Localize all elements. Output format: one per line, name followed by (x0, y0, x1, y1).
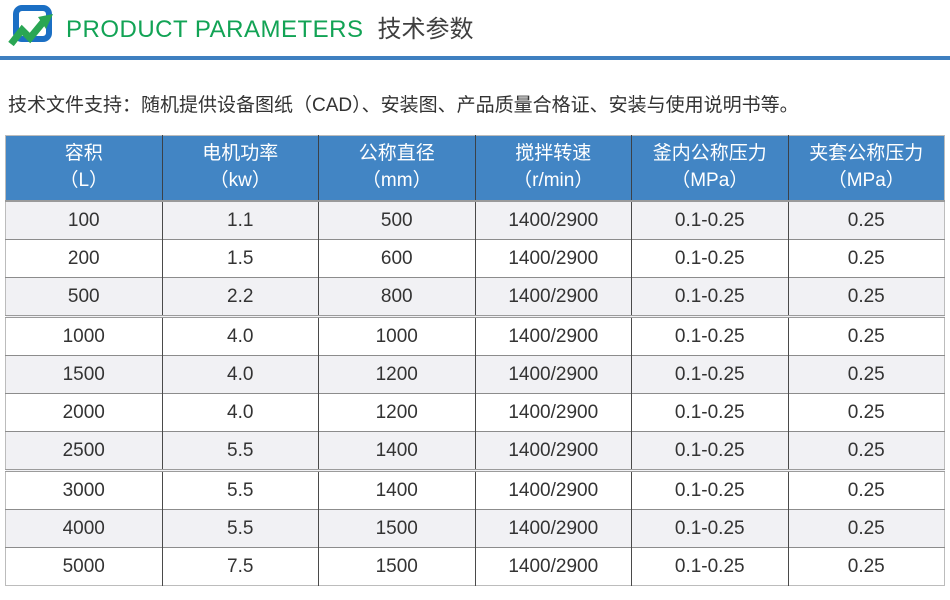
table-cell: 3000 (5, 469, 162, 510)
table-cell: 0.25 (787, 201, 945, 240)
table-row: 2500 5.5 1400 1400/2900 0.1-0.25 0.25 (5, 431, 945, 471)
table-cell: 4.0 (161, 355, 319, 394)
tech-support-note: 技术文件支持：随机提供设备图纸（CAD）、安装图、产品质量合格证、安装与使用说明… (8, 95, 799, 116)
table-cell: 0.25 (787, 547, 945, 586)
table-cell: 0.1-0.25 (631, 315, 788, 356)
table-cell: 200 (5, 239, 162, 278)
table-cell: 2.2 (161, 277, 319, 317)
column-header: 釜内公称压力 （MPa） (631, 135, 788, 202)
table-cell: 0.25 (787, 355, 945, 394)
table-cell: 500 (5, 277, 162, 317)
column-header: 电机功率 （kw） (161, 135, 319, 202)
table-cell: 5.5 (161, 431, 319, 471)
table-cell: 0.25 (787, 239, 945, 278)
table-cell: 4000 (5, 509, 162, 548)
column-header-unit: （r/min） (513, 170, 594, 191)
table-cell: 0.25 (787, 469, 945, 510)
table-cell: 1400/2900 (474, 277, 632, 317)
table-cell: 1.1 (161, 201, 319, 240)
column-header-unit: （L） (59, 170, 109, 191)
table-cell: 100 (5, 201, 162, 240)
table-cell: 0.1-0.25 (631, 201, 788, 240)
column-header-label: 公称直径 (358, 143, 435, 165)
table-cell: 0.1-0.25 (631, 239, 788, 278)
column-header-unit: （mm） (361, 170, 432, 191)
page-title: PRODUCT PARAMETERS 技术参数 (66, 9, 473, 44)
table-cell: 0.1-0.25 (631, 393, 788, 432)
table-cell: 1500 (5, 355, 162, 394)
table-cell: 0.25 (787, 431, 945, 471)
page-title-en: PRODUCT PARAMETERS (66, 15, 364, 43)
table-cell: 0.1-0.25 (631, 547, 788, 586)
table-row: 1500 4.0 1200 1400/2900 0.1-0.25 0.25 (5, 355, 945, 394)
table-cell: 1400/2900 (474, 509, 632, 548)
table-header-row: 容积 （L） 电机功率 （kw） 公称直径 （mm） 搅拌转速 （r/min） 釜内公称压力 （M… (5, 135, 945, 202)
table-cell: 1000 (318, 315, 475, 356)
table-cell: 1500 (318, 547, 475, 586)
table-cell: 1400/2900 (474, 201, 632, 240)
table-cell: 0.25 (787, 393, 945, 432)
column-header-unit: （kw） (209, 170, 271, 191)
table-cell: 1400/2900 (474, 315, 632, 356)
table-cell: 1400/2900 (474, 393, 632, 432)
table-row: 100 1.1 500 1400/2900 0.1-0.25 0.25 (5, 201, 945, 240)
table-cell: 0.1-0.25 (631, 277, 788, 317)
table-row: 4000 5.5 1500 1400/2900 0.1-0.25 0.25 (5, 509, 945, 548)
parameters-table: 容积 （L） 电机功率 （kw） 公称直径 （mm） 搅拌转速 （r/min） 釜内公称压力 （M… (5, 135, 945, 586)
table-cell: 4.0 (161, 315, 319, 356)
table-cell: 0.25 (787, 315, 945, 356)
column-header-label: 电机功率 (202, 143, 279, 165)
header-divider (0, 56, 950, 60)
column-header: 公称直径 （mm） (318, 135, 475, 202)
brand-logo-icon (8, 5, 53, 47)
table-cell: 800 (318, 277, 475, 317)
table-cell: 0.1-0.25 (631, 355, 788, 394)
table-cell: 500 (318, 201, 475, 240)
table-cell: 0.25 (787, 509, 945, 548)
table-cell: 1400/2900 (474, 547, 632, 586)
page-title-zh: 技术参数 (377, 15, 474, 43)
parameters-table-head: 容积 （L） 电机功率 （kw） 公称直径 （mm） 搅拌转速 （r/min） 釜内公称压力 （M… (5, 135, 945, 202)
table-cell: 1400/2900 (474, 239, 632, 278)
table-cell: 5000 (5, 547, 162, 586)
page-header: PRODUCT PARAMETERS 技术参数 (0, 0, 950, 52)
column-header-unit: （MPa） (671, 170, 749, 191)
column-header: 搅拌转速 （r/min） (474, 135, 632, 202)
column-header-label: 夹套公称压力 (809, 143, 924, 165)
table-cell: 4.0 (161, 393, 319, 432)
table-row: 500 2.2 800 1400/2900 0.1-0.25 0.25 (5, 277, 945, 317)
parameters-table-body: 100 1.1 500 1400/2900 0.1-0.25 0.25 200 1.5 600 1… (5, 201, 945, 586)
table-cell: 5.5 (161, 469, 319, 510)
table-cell: 2500 (5, 431, 162, 471)
table-row: 3000 5.5 1400 1400/2900 0.1-0.25 0.25 (5, 469, 945, 510)
column-header-label: 釜内公称压力 (652, 143, 767, 165)
column-header-unit: （MPa） (827, 170, 905, 191)
table-cell: 1400/2900 (474, 355, 632, 394)
table-row: 1000 4.0 1000 1400/2900 0.1-0.25 0.25 (5, 315, 945, 356)
table-cell: 0.1-0.25 (631, 469, 788, 510)
table-cell: 1400 (318, 469, 475, 510)
table-cell: 0.25 (787, 277, 945, 317)
table-cell: 7.5 (161, 547, 319, 586)
table-cell: 0.1-0.25 (631, 431, 788, 471)
table-cell: 600 (318, 239, 475, 278)
table-cell: 0.1-0.25 (631, 509, 788, 548)
table-cell: 2000 (5, 393, 162, 432)
table-cell: 1.5 (161, 239, 319, 278)
table-row: 2000 4.0 1200 1400/2900 0.1-0.25 0.25 (5, 393, 945, 432)
table-cell: 1200 (318, 355, 475, 394)
table-cell: 1200 (318, 393, 475, 432)
column-header-label: 容积 (64, 143, 103, 165)
column-header: 容积 （L） (5, 135, 162, 202)
column-header: 夹套公称压力 （MPa） (787, 135, 945, 202)
table-cell: 1000 (5, 315, 162, 356)
table-cell: 1400/2900 (474, 469, 632, 510)
table-row: 5000 7.5 1500 1400/2900 0.1-0.25 0.25 (5, 547, 945, 586)
table-cell: 5.5 (161, 509, 319, 548)
table-cell: 1400/2900 (474, 431, 632, 471)
column-header-label: 搅拌转速 (515, 143, 592, 165)
table-cell: 1400 (318, 431, 475, 471)
table-row: 200 1.5 600 1400/2900 0.1-0.25 0.25 (5, 239, 945, 278)
table-cell: 1500 (318, 509, 475, 548)
